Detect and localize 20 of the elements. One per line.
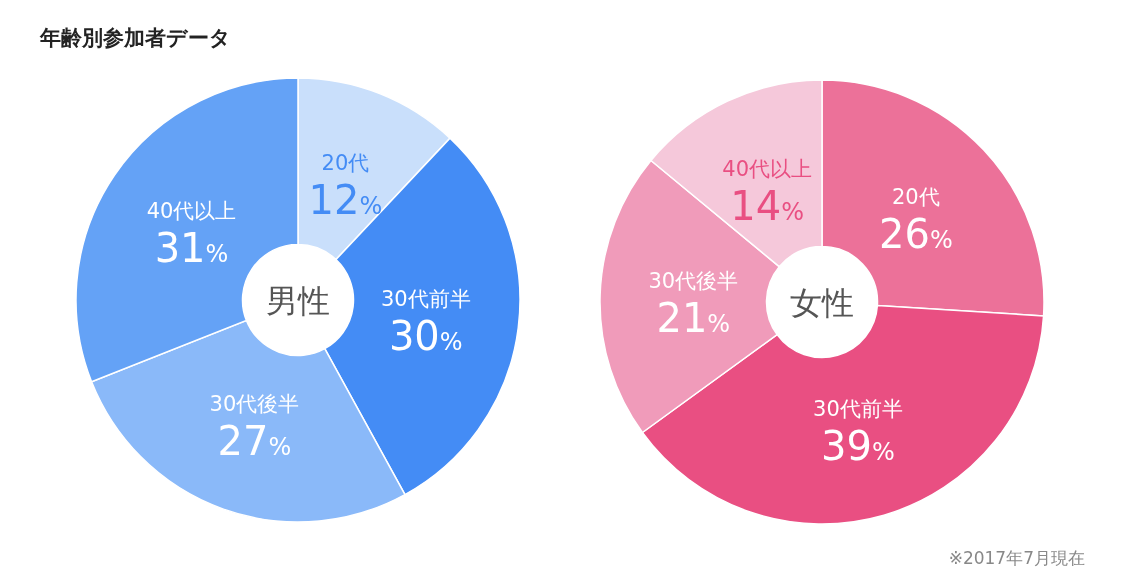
slice-label: 30代後半 bbox=[209, 392, 300, 417]
slice-label: 30代前半 bbox=[380, 287, 471, 312]
text: 女性 bbox=[790, 284, 854, 322]
slice-label: 40代以上 bbox=[722, 156, 813, 181]
data-label: 14% bbox=[730, 182, 805, 229]
data-label: 39% bbox=[821, 422, 895, 469]
slice-label: 40代以上 bbox=[146, 198, 237, 223]
slice-label: 30代後半 bbox=[648, 268, 739, 293]
data-label: 27% bbox=[217, 418, 292, 465]
text: ※2017年7月現在 bbox=[948, 548, 1085, 568]
data-label: 21% bbox=[656, 294, 731, 341]
data-label: 12% bbox=[308, 177, 383, 224]
data-label: 31% bbox=[154, 224, 229, 271]
data-label: 30% bbox=[388, 313, 463, 360]
chart-title: 年齢別参加者データ bbox=[39, 26, 231, 50]
slice-label: 30代前半 bbox=[813, 396, 903, 421]
text: 男性 bbox=[266, 282, 330, 320]
slice-label: 20代 bbox=[891, 184, 940, 209]
slice-label: 20代 bbox=[321, 151, 370, 176]
data-label: 26% bbox=[879, 210, 953, 257]
